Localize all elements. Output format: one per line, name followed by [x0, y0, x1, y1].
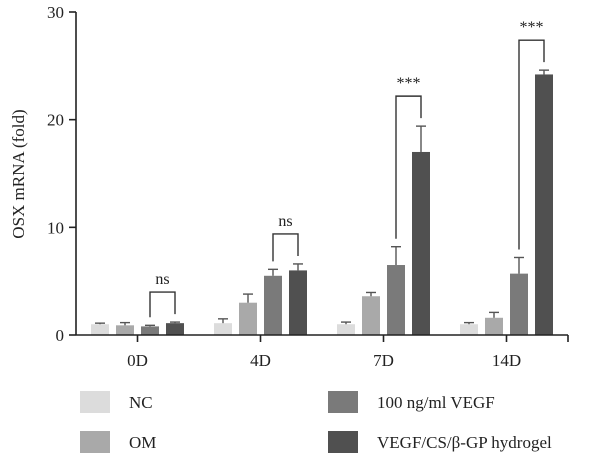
- legend-label: VEGF/CS/β-GP hydrogel: [377, 433, 552, 452]
- bar: [264, 275, 282, 335]
- significance-bracket: [518, 39, 545, 250]
- bar: [460, 324, 478, 335]
- legend: NC OM 100 ng/ml VEGF VEGF/CS/β-GP hydrogel: [80, 391, 552, 453]
- axes: 0 10 20 30 0D 4D 7D 14D: [47, 3, 569, 370]
- bar: [535, 74, 553, 336]
- bar: [387, 265, 405, 335]
- bar: [510, 273, 528, 335]
- legend-label: 100 ng/ml VEGF: [377, 393, 495, 412]
- bar: [412, 151, 430, 335]
- x-tick-label: 4D: [250, 351, 271, 370]
- bar: [116, 325, 134, 335]
- y-tick-label: 30: [47, 3, 64, 22]
- legend-swatch: [80, 431, 110, 453]
- legend-label: OM: [129, 433, 156, 452]
- significance-label: ***: [520, 19, 544, 36]
- y-tick-label: 0: [56, 326, 65, 345]
- bar: [289, 270, 307, 335]
- legend-label: NC: [129, 393, 153, 412]
- bar: [337, 324, 355, 335]
- x-tick-label: 14D: [492, 351, 521, 370]
- legend-swatch: [328, 431, 358, 453]
- x-tick-label: 0D: [127, 351, 148, 370]
- x-tick-label: 7D: [373, 351, 394, 370]
- bar: [239, 302, 257, 335]
- bar: [214, 323, 232, 335]
- bar: [362, 296, 380, 335]
- y-axis-title: OSX mRNA (fold): [9, 109, 28, 238]
- significance-bracket: [395, 95, 422, 239]
- y-tick-label: 10: [47, 218, 64, 237]
- significance-bracket: [149, 291, 176, 318]
- legend-swatch: [80, 391, 110, 413]
- bar: [166, 323, 184, 335]
- bar: [91, 324, 109, 335]
- significance-bracket: [272, 233, 299, 262]
- bar: [485, 317, 503, 335]
- significance-label: ns: [278, 213, 292, 230]
- plot-area: ns ns *** ***: [91, 19, 553, 336]
- y-tick-label: 20: [47, 111, 64, 130]
- significance-label: ns: [155, 271, 169, 288]
- legend-swatch: [328, 391, 358, 413]
- bar: [141, 326, 159, 335]
- significance-label: ***: [397, 75, 421, 92]
